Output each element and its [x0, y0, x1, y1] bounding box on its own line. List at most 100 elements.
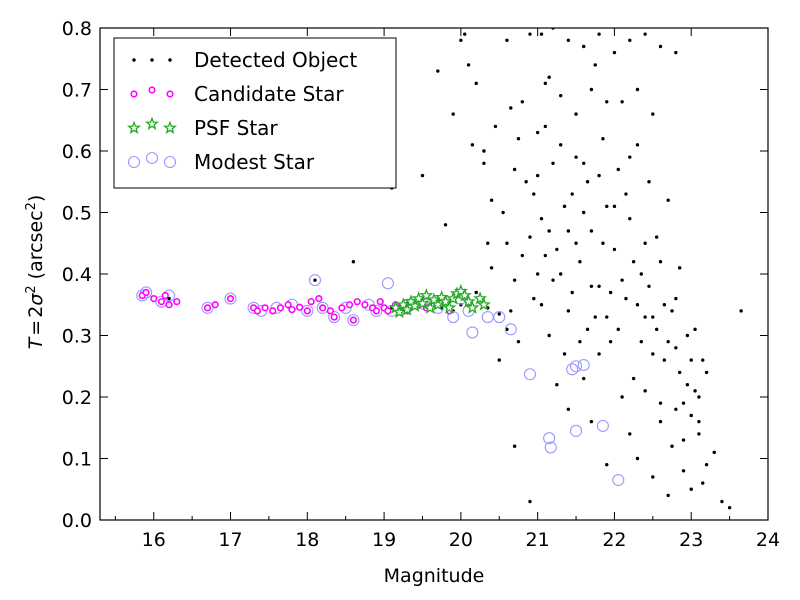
- detected-object-point: [608, 339, 613, 344]
- candidate-star-point: [203, 304, 212, 312]
- detected-object-point: [628, 216, 632, 221]
- detected-object-point: [482, 149, 486, 153]
- detected-object-point: [689, 487, 693, 491]
- candidate-star-point: [211, 301, 219, 309]
- candidate-star-point: [165, 301, 173, 309]
- svg-text:T=2σ2(arcsec2): T=2σ2(arcsec2): [24, 195, 48, 350]
- detected-object-point: [720, 499, 724, 504]
- modest-star-point: [224, 292, 237, 305]
- detected-object-point: [697, 432, 701, 436]
- modest-star-point: [201, 301, 214, 314]
- candidate-star-point: [142, 288, 150, 297]
- detected-object-point: [551, 278, 555, 282]
- detected-object-point: [578, 260, 582, 264]
- psf-star-point: [476, 297, 491, 311]
- detected-object-point: [631, 260, 636, 264]
- legend-label: PSF Star: [194, 116, 278, 140]
- detected-object-point: [463, 32, 467, 36]
- detected-object-point: [505, 38, 509, 42]
- candidate-star-point: [276, 304, 285, 312]
- psf-star-point: [442, 300, 457, 314]
- legend-marker: [163, 155, 177, 169]
- detected-object-point: [555, 383, 559, 387]
- detected-object-point: [543, 81, 548, 86]
- detected-object-point: [597, 32, 601, 36]
- detected-object-point: [597, 284, 601, 288]
- detected-object-point: [635, 456, 640, 461]
- legend-item-psf-star: PSF Star: [126, 116, 278, 140]
- candidate-star-point: [261, 304, 269, 312]
- detected-object-point: [543, 124, 548, 129]
- modest-star-point: [543, 432, 556, 445]
- detected-object-point: [697, 395, 701, 399]
- detected-object-point: [543, 253, 548, 258]
- detected-object-point: [628, 38, 632, 42]
- candidate-star-point: [330, 313, 338, 321]
- y-tick-label: 0.1: [62, 449, 92, 471]
- candidate-star-point: [376, 298, 384, 306]
- candidate-star-point: [150, 295, 158, 303]
- detected-object-point: [566, 38, 571, 42]
- detected-object-point: [651, 112, 655, 116]
- candidate-star-point: [345, 301, 354, 309]
- modest-star-point: [347, 314, 360, 327]
- candidate-star-point: [372, 307, 381, 315]
- detected-object-point: [589, 419, 594, 424]
- detected-object-point: [670, 309, 674, 313]
- modest-star-point: [301, 304, 314, 317]
- detected-object-point: [658, 401, 663, 405]
- y-axis-label-equals: =: [25, 320, 47, 336]
- modest-star-point: [612, 473, 625, 487]
- detected-object-point: [566, 309, 571, 313]
- detected-object-point: [470, 143, 475, 147]
- detected-object-point: [497, 358, 501, 362]
- detected-object-point: [509, 309, 513, 313]
- detected-object-point: [605, 204, 609, 209]
- x-tick-label: 22: [602, 529, 626, 551]
- psf-star-point: [438, 294, 453, 308]
- detected-object-point: [674, 296, 678, 301]
- detected-object-point: [612, 247, 617, 252]
- detected-object-point: [505, 327, 509, 332]
- candidate-star-point: [349, 316, 357, 324]
- detected-object-point: [535, 130, 540, 135]
- modest-star-point: [381, 277, 394, 290]
- detected-object-point: [574, 241, 578, 245]
- detected-object-point: [647, 284, 651, 288]
- psf-star-point: [419, 288, 434, 302]
- candidate-star-point: [161, 291, 169, 300]
- modest-star-point: [544, 441, 557, 454]
- legend-marker: [145, 151, 159, 165]
- detected-object-point: [654, 235, 659, 239]
- detected-object-point: [555, 247, 559, 252]
- x-tick-label: 20: [449, 529, 473, 551]
- modest-star-point: [481, 310, 494, 324]
- detected-object-point: [739, 309, 743, 313]
- candidate-star-point: [303, 307, 311, 315]
- x-axis-label: Magnitude: [384, 565, 485, 587]
- legend-marker: [132, 58, 136, 62]
- detected-object-point: [574, 112, 578, 116]
- detected-object-point: [635, 303, 640, 307]
- detected-object-point: [512, 167, 517, 172]
- y-axis-label: T=2σ2(arcsec2): [24, 195, 48, 350]
- legend-label: Detected Object: [194, 48, 357, 72]
- detected-object-point: [493, 124, 498, 129]
- modest-star-point: [316, 301, 329, 314]
- detected-object-point: [693, 389, 697, 393]
- detected-object-point: [628, 155, 632, 159]
- detected-object-point: [674, 407, 678, 411]
- psf-star-series: [388, 283, 491, 319]
- detected-object-point: [420, 173, 425, 178]
- detected-object-point: [547, 75, 551, 79]
- detected-object-point: [528, 32, 532, 36]
- detected-object-point: [509, 106, 513, 110]
- detected-object-point: [639, 339, 644, 344]
- detected-object-point: [562, 204, 567, 209]
- detected-object-point: [685, 383, 690, 387]
- detected-object-point: [562, 352, 567, 356]
- modest-star-point: [523, 368, 537, 381]
- modest-star-point: [566, 363, 579, 376]
- candidate-star-point: [361, 301, 369, 309]
- y-axis-label-sigma: 2: [25, 306, 47, 318]
